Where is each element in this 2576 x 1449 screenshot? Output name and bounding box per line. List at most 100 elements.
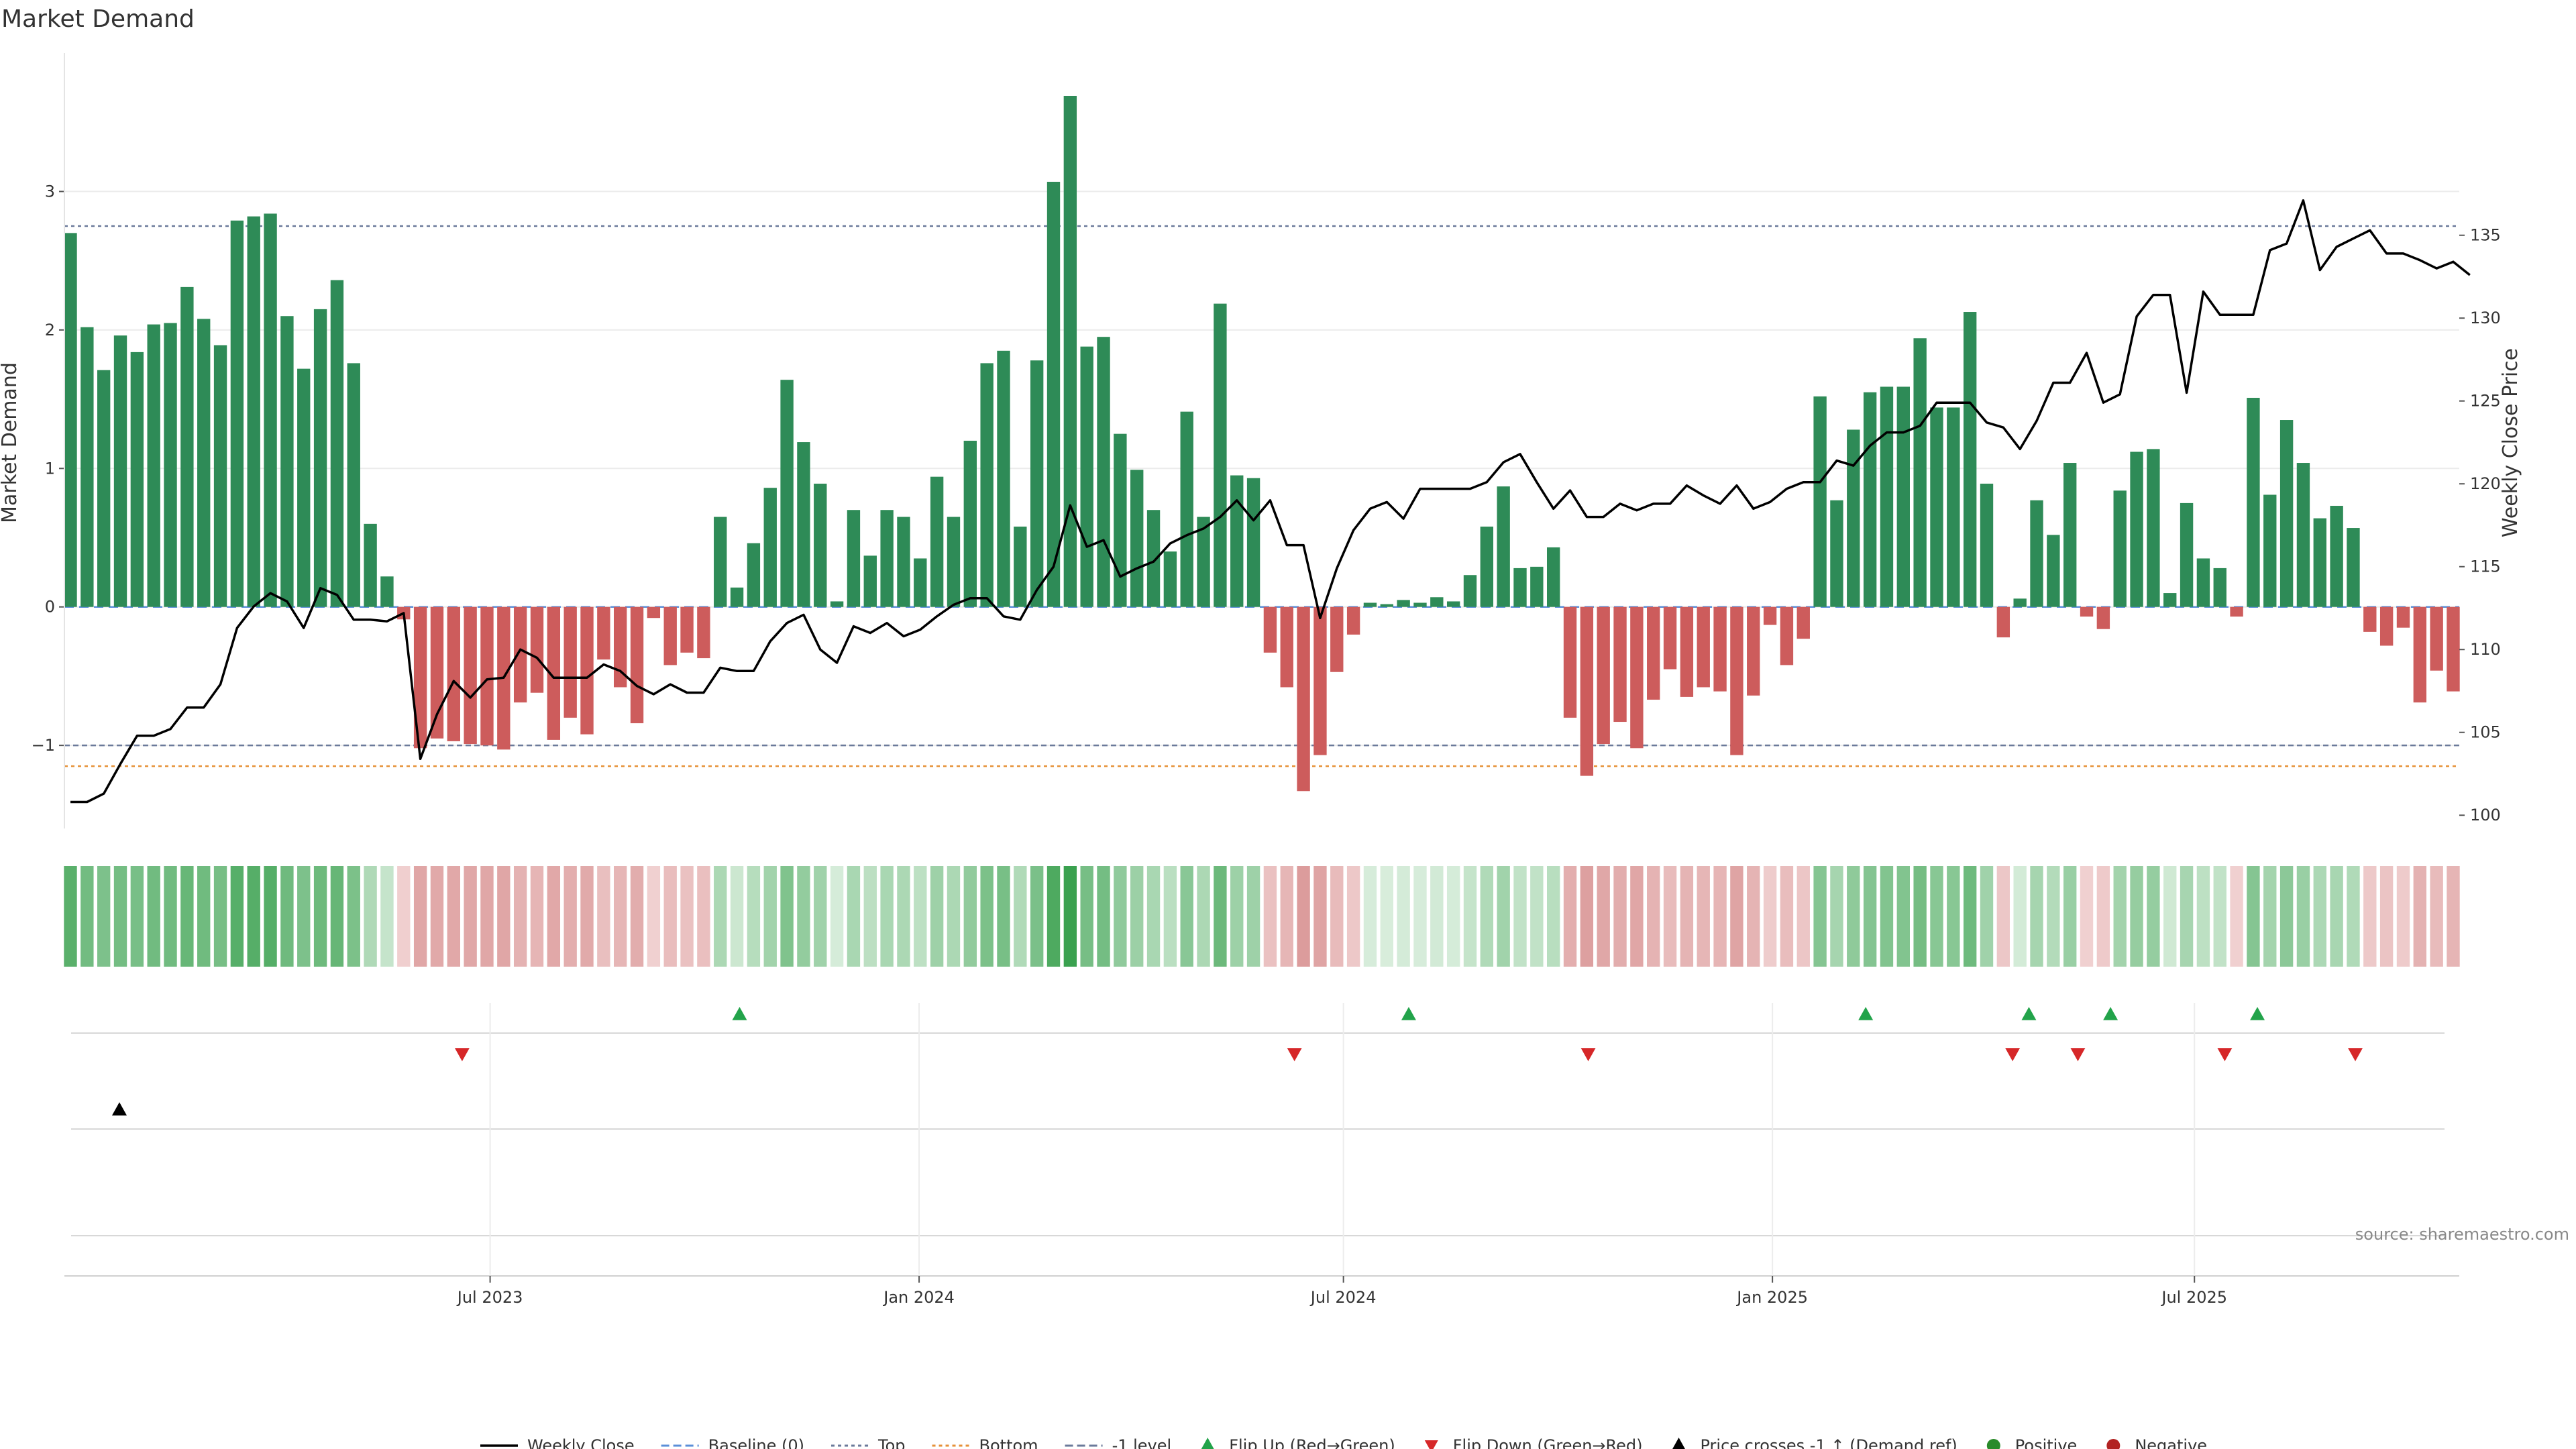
heat-cell	[1497, 866, 1510, 967]
heat-cell	[680, 866, 694, 967]
demand-bar	[1863, 392, 1877, 607]
demand-bar	[2213, 568, 2226, 607]
heat-cell	[2347, 866, 2360, 967]
demand-bar	[164, 323, 177, 607]
demand-bar	[2047, 535, 2060, 607]
heat-cell	[963, 866, 977, 967]
heat-cell	[2379, 866, 2394, 967]
demand-bar	[380, 576, 394, 607]
heat-cell	[614, 866, 627, 967]
heat-cell	[2313, 866, 2326, 967]
heat-cell	[430, 866, 444, 967]
heat-cell	[1747, 866, 1760, 967]
x-tick-label: Jul 2025	[2160, 1288, 2227, 1307]
demand-bar	[130, 352, 144, 607]
demand-bar	[597, 606, 610, 660]
heat-cell	[1996, 866, 2010, 967]
demand-heat-strip	[64, 866, 2460, 967]
demand-bar	[1114, 433, 1127, 607]
legend-swatch	[1201, 1438, 1214, 1449]
heat-cell	[830, 866, 844, 967]
heat-cell	[213, 866, 227, 967]
heat-cell	[297, 866, 311, 967]
flip-down-marker	[2217, 1048, 2233, 1061]
demand-bar	[530, 606, 544, 693]
demand-bar	[730, 587, 744, 607]
demand-bar	[1630, 606, 1644, 749]
heat-cell	[2063, 866, 2077, 967]
heat-cell	[330, 866, 344, 967]
heat-cell	[1397, 866, 1410, 967]
heat-cell	[313, 866, 327, 967]
heat-cell	[497, 866, 511, 967]
flip-up-marker	[2250, 1007, 2265, 1020]
demand-bar	[330, 280, 344, 607]
demand-bar	[714, 517, 727, 607]
heat-cell	[113, 866, 127, 967]
heat-cell	[647, 866, 661, 967]
demand-bar	[1030, 360, 1044, 607]
demand-bar	[547, 606, 561, 740]
heat-cell	[730, 866, 744, 967]
flip-down-marker	[1580, 1048, 1596, 1061]
heat-cell	[1980, 866, 1994, 967]
demand-bar	[1063, 95, 1077, 607]
demand-bar	[347, 363, 360, 607]
y-axis-label-right: Weekly Close Price	[2499, 348, 2522, 537]
demand-bar	[1613, 606, 1627, 722]
heat-cell	[1463, 866, 1477, 967]
demand-bar	[663, 606, 677, 665]
demand-bar	[1197, 517, 1210, 607]
y2-tick-label: 125	[2470, 392, 2501, 411]
heat-cell	[663, 866, 677, 967]
demand-bar	[247, 216, 260, 607]
heat-cell	[630, 866, 644, 967]
heat-cell	[1780, 866, 1794, 967]
legend-label: Weekly Close	[527, 1436, 635, 1449]
heat-cell	[2213, 866, 2226, 967]
demand-bar	[1563, 606, 1577, 718]
demand-bar	[1214, 303, 1227, 607]
heat-cell	[2247, 866, 2260, 967]
demand-bar	[2230, 606, 2243, 617]
demand-bar	[1446, 601, 1460, 607]
heat-cell	[413, 866, 427, 967]
legend-swatch	[2106, 1439, 2121, 1449]
flip-down-marker	[2348, 1048, 2363, 1061]
heat-cell	[130, 866, 144, 967]
heat-cell	[1813, 866, 1827, 967]
demand-bar	[763, 488, 777, 607]
heat-cell	[1796, 866, 1810, 967]
demand-bar	[680, 606, 694, 653]
demand-bar	[1430, 597, 1444, 607]
demand-bar	[1747, 606, 1760, 696]
demand-bar	[630, 606, 644, 724]
demand-bar	[980, 363, 994, 607]
price-series	[70, 199, 2471, 804]
demand-bar	[280, 316, 294, 607]
heat-cell	[1363, 866, 1377, 967]
chart-title: Market Demand	[1, 5, 195, 33]
heat-cell	[1863, 866, 1877, 967]
demand-bar	[1530, 566, 1544, 607]
demand-bar	[1097, 337, 1110, 607]
demand-bar	[564, 606, 577, 718]
event-markers	[71, 1003, 2445, 1275]
demand-bar	[1397, 600, 1410, 607]
heat-cell	[513, 866, 527, 967]
heat-cell	[480, 866, 494, 967]
flip-up-marker	[2103, 1007, 2118, 1020]
heat-cell	[397, 866, 411, 967]
flip-up-marker	[1858, 1007, 1874, 1020]
heat-cell	[147, 866, 160, 967]
flip-up-marker	[732, 1007, 747, 1020]
heat-cell	[1847, 866, 1860, 967]
demand-bar	[1146, 510, 1161, 607]
y-tick-label: 3	[45, 182, 55, 201]
demand-bar	[580, 606, 594, 735]
x-tick-label: Jul 2024	[1309, 1288, 1377, 1307]
heat-cell	[1563, 866, 1577, 967]
demand-bar	[1947, 407, 1960, 607]
heat-cell	[564, 866, 577, 967]
heat-cell	[2279, 866, 2294, 967]
